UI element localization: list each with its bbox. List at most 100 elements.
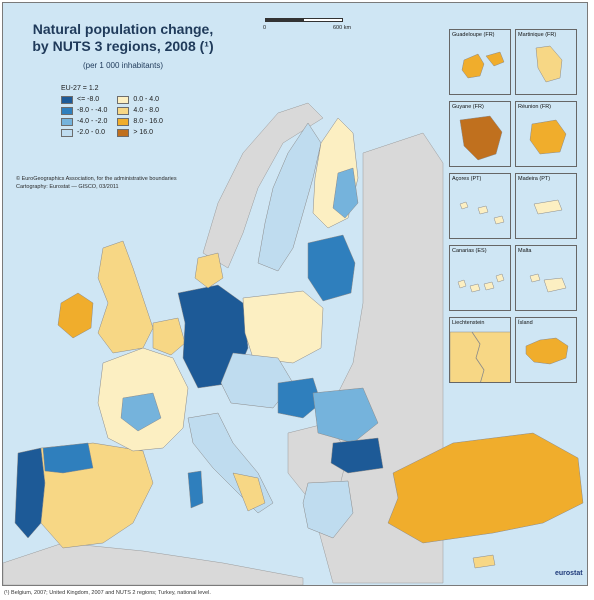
inset-label: Martinique (FR) xyxy=(518,32,557,38)
scale-bar: 0 600 km xyxy=(263,15,355,35)
legend-label: <= -8.0 xyxy=(77,96,100,103)
region-turkey xyxy=(387,432,584,544)
region-cyprus xyxy=(472,554,496,569)
europe-map xyxy=(3,102,584,585)
inset-malta: Malta xyxy=(515,245,577,311)
inset-land xyxy=(525,337,569,365)
legend-label: -8.0 - -4.0 xyxy=(77,107,108,114)
region-benelux xyxy=(152,317,186,356)
inset-label: Réunion (FR) xyxy=(518,104,552,110)
inset-map xyxy=(450,331,510,382)
region-denmark xyxy=(194,252,224,289)
eurostat-logo: eurostat xyxy=(555,570,583,577)
region-portugal xyxy=(14,447,46,539)
legend-item: 0.0 - 4.0 xyxy=(117,95,163,104)
non-eu-land-northafrica xyxy=(3,542,304,585)
legend-label: 8.0 - 16.0 xyxy=(133,118,163,125)
title-line-1: Natural population change, xyxy=(32,21,214,37)
inset-land xyxy=(529,119,567,155)
legend-columns: <= -8.0 -8.0 - -4.0 -4.0 - -2.0 -2.0 - 0… xyxy=(61,95,191,137)
inset-canarias: Canarias (ES) xyxy=(449,245,511,311)
inset-map xyxy=(461,51,505,79)
legend-column-negative: <= -8.0 -8.0 - -4.0 -4.0 - -2.0 -2.0 - 0… xyxy=(61,95,107,137)
inset-land xyxy=(461,51,505,79)
region-poland xyxy=(242,290,324,364)
scale-bar-graphic xyxy=(265,18,343,22)
inset-map xyxy=(535,45,563,83)
legend-swatch xyxy=(61,117,73,126)
region-greece xyxy=(302,480,354,539)
legend-item: > 16.0 xyxy=(117,128,163,137)
legend-swatch xyxy=(61,128,73,137)
legend-label: > 16.0 xyxy=(133,129,154,136)
inset-guyane: Guyane (FR) xyxy=(449,101,511,167)
inset-martinique: Martinique (FR) xyxy=(515,29,577,95)
region-bulgaria xyxy=(330,437,384,474)
inset-land xyxy=(450,331,510,382)
inset-reunion: Réunion (FR) xyxy=(515,101,577,167)
inset-panel: Guadeloupe (FR) Martinique (FR) Guyane (… xyxy=(449,29,579,389)
title-line-2: by NUTS 3 regions, 2008 (¹) xyxy=(32,38,214,54)
inset-label: Ísland xyxy=(518,320,533,326)
region-baltics xyxy=(307,234,356,302)
inset-map xyxy=(529,119,567,155)
inset-label: Malta xyxy=(518,248,532,254)
region-uk xyxy=(97,240,154,354)
region-italy-south xyxy=(232,472,266,512)
legend-swatch xyxy=(117,106,130,115)
inset-label: Açores (PT) xyxy=(452,176,482,182)
inset-acores: Açores (PT) xyxy=(449,173,511,239)
inset-map xyxy=(533,199,563,215)
legend-item: 8.0 - 16.0 xyxy=(117,117,163,126)
inset-label: Canarias (ES) xyxy=(452,248,487,254)
region-hungary xyxy=(277,377,322,419)
legend-swatch xyxy=(61,95,73,104)
inset-liechtenstein: Liechtenstein xyxy=(449,317,511,383)
region-czech-austria xyxy=(220,352,294,409)
legend-eu-value: EU-27 = 1.2 xyxy=(61,85,99,92)
footnote: (¹) Belgium, 2007; United Kingdom, 2007 … xyxy=(4,590,211,596)
legend-column-positive: 0.0 - 4.0 4.0 - 8.0 8.0 - 16.0 > 16.0 xyxy=(117,95,163,137)
inset-label: Guyane (FR) xyxy=(452,104,484,110)
scale-start-label: 0 xyxy=(263,25,267,31)
inset-label: Liechtenstein xyxy=(452,320,485,326)
inset-madeira: Madeira (PT) xyxy=(515,173,577,239)
legend-item: -4.0 - -2.0 xyxy=(61,117,107,126)
inset-land xyxy=(529,273,567,293)
legend-swatch xyxy=(61,106,73,115)
inset-land xyxy=(457,273,505,293)
region-spain-north xyxy=(42,442,94,474)
map-title: Natural population change, by NUTS 3 reg… xyxy=(23,21,223,55)
legend-swatch xyxy=(117,95,130,104)
inset-land xyxy=(535,45,563,83)
legend-label: -4.0 - -2.0 xyxy=(77,118,108,125)
inset-map xyxy=(459,201,505,225)
legend: EU-27 = 1.2 <= -8.0 -8.0 - -4.0 -4.0 - -… xyxy=(61,85,191,137)
inset-map xyxy=(525,337,569,365)
inset-label: Madeira (PT) xyxy=(518,176,551,182)
legend-item: -8.0 - -4.0 xyxy=(61,106,107,115)
legend-swatch xyxy=(117,128,130,137)
region-sardinia xyxy=(187,470,204,509)
liechtenstein-border xyxy=(471,331,485,382)
region-romania xyxy=(312,387,379,444)
legend-label: 4.0 - 8.0 xyxy=(133,107,160,114)
legend-swatch xyxy=(117,117,130,126)
inset-island: Ísland xyxy=(515,317,577,383)
inset-land xyxy=(533,199,563,215)
inset-land xyxy=(459,115,503,161)
legend-item: <= -8.0 xyxy=(61,95,107,104)
legend-label: -2.0 - 0.0 xyxy=(77,129,106,136)
non-eu-land-norway xyxy=(202,102,324,269)
region-france-central xyxy=(120,392,162,432)
inset-land xyxy=(459,201,505,225)
inset-label: Guadeloupe (FR) xyxy=(452,32,495,38)
credits-line-1: © EuroGeographics Association, for the a… xyxy=(16,176,177,182)
legend-item: 4.0 - 8.0 xyxy=(117,106,163,115)
inset-map xyxy=(529,273,567,293)
legend-label: 0.0 - 4.0 xyxy=(133,96,160,103)
inset-map xyxy=(459,115,503,161)
map-credits: © EuroGeographics Association, for the a… xyxy=(16,175,177,191)
credits-line-2: Cartography: Eurostat — GISCO, 03/2011 xyxy=(16,184,119,190)
legend-item: -2.0 - 0.0 xyxy=(61,128,107,137)
